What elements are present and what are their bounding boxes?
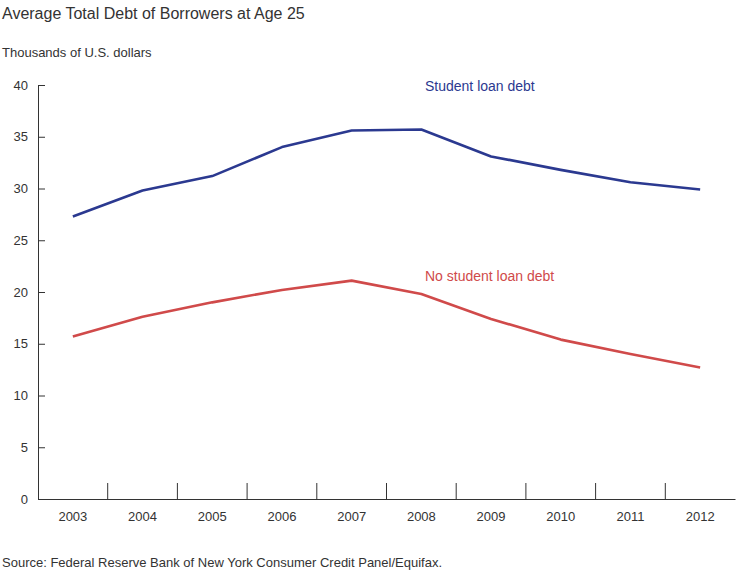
tick-label: 2003 bbox=[58, 509, 87, 524]
tick-label: 10 bbox=[14, 388, 28, 403]
tick-mark bbox=[38, 240, 45, 241]
tick-mark bbox=[38, 447, 45, 448]
tick-mark bbox=[38, 189, 45, 190]
tick: 15 bbox=[14, 336, 45, 351]
tick-mark bbox=[38, 292, 45, 293]
tick: 2007 bbox=[337, 499, 366, 524]
series-label: Student loan debt bbox=[425, 78, 535, 94]
tick: 35 bbox=[14, 129, 45, 144]
tick: 2005 bbox=[198, 499, 227, 524]
category-separator bbox=[665, 483, 666, 499]
x-axis: 2003 2004 2005 2006 2007 2008 2009 2010 2011 2012 bbox=[39, 499, 736, 524]
tick: 2006 bbox=[267, 499, 296, 524]
tick-mark bbox=[38, 137, 45, 138]
category-separator bbox=[107, 483, 108, 499]
tick-label: 2012 bbox=[686, 509, 715, 524]
tick-label: 20 bbox=[14, 285, 28, 300]
tick-label: 40 bbox=[14, 78, 28, 93]
tick-label: 25 bbox=[14, 233, 28, 248]
category-separator bbox=[595, 483, 596, 499]
y-axis: 0 5 10 15 20 25 30 35 40 bbox=[14, 78, 45, 507]
tick: 20 bbox=[14, 285, 45, 300]
axis-line bbox=[39, 499, 736, 500]
tick-label: 15 bbox=[14, 336, 28, 351]
category-separator bbox=[456, 483, 457, 499]
tick: 2008 bbox=[407, 499, 436, 524]
tick-label: 2005 bbox=[198, 509, 227, 524]
series-line bbox=[73, 281, 700, 368]
tick-label: 35 bbox=[14, 129, 28, 144]
tick-label: 2010 bbox=[546, 509, 575, 524]
tick-label: 2008 bbox=[407, 509, 436, 524]
background bbox=[0, 0, 736, 576]
tick-mark bbox=[38, 85, 45, 86]
tick-label: 2004 bbox=[128, 509, 157, 524]
tick: 10 bbox=[14, 388, 45, 403]
tick-label: 2006 bbox=[267, 509, 296, 524]
tick: 5 bbox=[21, 440, 45, 455]
category-separator bbox=[177, 483, 178, 499]
subtitle: Thousands of U.S. dollars bbox=[2, 45, 152, 60]
tick-label: 2009 bbox=[477, 509, 506, 524]
tick: 2003 bbox=[58, 499, 87, 524]
plot-area bbox=[73, 130, 700, 368]
tick: 25 bbox=[14, 233, 45, 248]
category-separator bbox=[247, 483, 248, 499]
tick: 2004 bbox=[128, 499, 157, 524]
category-separator bbox=[386, 483, 387, 499]
category-separator bbox=[316, 483, 317, 499]
tick: 2012 bbox=[686, 499, 715, 524]
source: Source: Federal Reserve Bank of New York… bbox=[2, 555, 442, 570]
tick: 40 bbox=[14, 78, 45, 93]
category-separators bbox=[108, 483, 666, 499]
series-line bbox=[73, 130, 700, 217]
tick-label: 2007 bbox=[337, 509, 366, 524]
series-label: No student loan debt bbox=[425, 268, 554, 284]
tick: 2010 bbox=[546, 499, 575, 524]
tick-mark bbox=[38, 344, 45, 345]
tick-label: 30 bbox=[14, 181, 28, 196]
chart: Average Total Debt of Borrowers at Age 2… bbox=[0, 0, 736, 576]
tick: 2011 bbox=[616, 499, 644, 524]
tick: 2009 bbox=[477, 499, 506, 524]
tick-mark bbox=[38, 396, 45, 397]
title: Average Total Debt of Borrowers at Age 2… bbox=[2, 5, 305, 22]
tick-label: 2011 bbox=[616, 509, 644, 524]
category-separator bbox=[525, 483, 526, 499]
tick-label: 0 bbox=[21, 492, 28, 507]
tick-label: 5 bbox=[21, 440, 28, 455]
tick: 30 bbox=[14, 181, 45, 196]
